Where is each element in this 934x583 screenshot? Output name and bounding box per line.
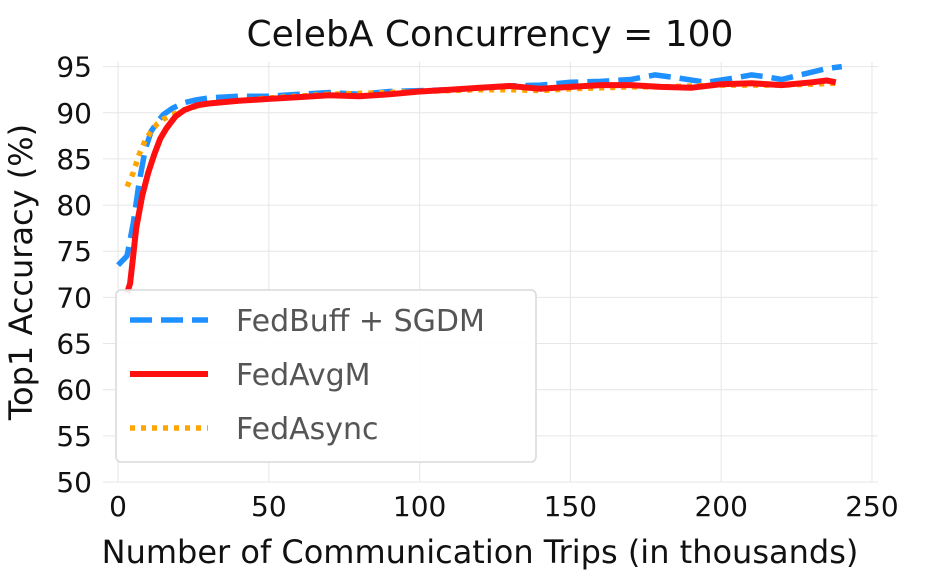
- series-line-fedavgm: [124, 77, 837, 294]
- x-tick-label: 50: [251, 490, 287, 523]
- series-lines: [116, 63, 843, 294]
- y-tick-label: 60: [56, 374, 92, 407]
- legend: FedBuff + SGDM FedAvgM FedAsync: [115, 289, 537, 463]
- x-tick-label: 150: [544, 490, 597, 523]
- series-line-fedbuff-sgdm: [116, 63, 843, 268]
- x-tick-label: 0: [109, 490, 127, 523]
- y-axis-label: Top1 Accuracy (%): [2, 124, 40, 421]
- y-tick-label: 50: [56, 466, 92, 499]
- legend-label-fedavgm: FedAvgM: [236, 358, 371, 393]
- y-tick-label: 95: [56, 51, 92, 84]
- y-tick-label: 70: [56, 281, 92, 314]
- y-tick-label: 75: [56, 235, 92, 268]
- x-tick-label: 100: [393, 490, 446, 523]
- x-tick-label: 250: [845, 490, 898, 523]
- y-tick-label: 55: [56, 420, 92, 453]
- legend-box: [115, 289, 537, 463]
- legend-label-fedbuff: FedBuff + SGDM: [236, 304, 485, 339]
- chart-title: CelebA Concurrency = 100: [247, 14, 734, 55]
- y-tick-label: 65: [56, 328, 92, 361]
- y-tick-label: 85: [56, 143, 92, 176]
- y-tick-label: 90: [56, 97, 92, 130]
- y-tick-label: 80: [56, 189, 92, 222]
- x-tick-label: 200: [694, 490, 747, 523]
- legend-label-fedasync: FedAsync: [236, 412, 379, 447]
- x-axis-label: Number of Communication Trips (in thousa…: [102, 533, 859, 571]
- tick-labels: 0 50 100 150 200 250 50 55 60 65 70 75 80 85 90 95: [56, 51, 898, 523]
